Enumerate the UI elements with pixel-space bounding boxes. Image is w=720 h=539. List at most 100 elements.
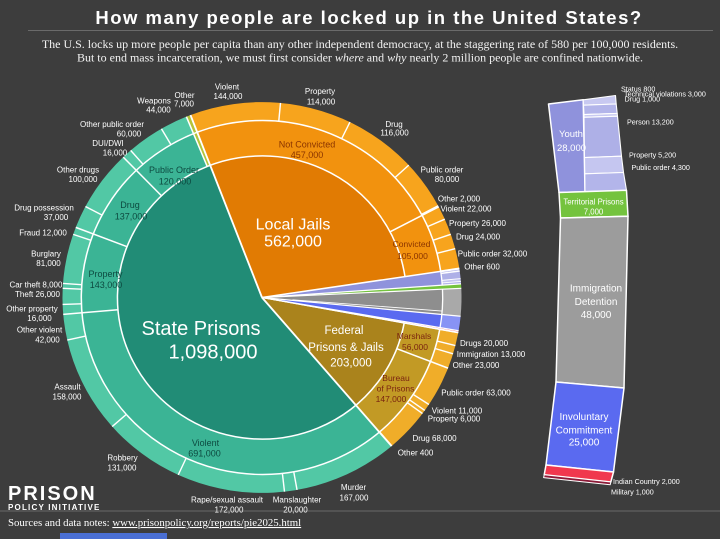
svg-text:105,000: 105,000	[397, 251, 428, 261]
svg-text:Other violent: Other violent	[17, 326, 63, 335]
svg-text:Military 1,000: Military 1,000	[611, 488, 654, 497]
svg-text:But to end mass incarceration,: But to end mass incarceration, we must f…	[77, 51, 643, 65]
svg-text:Other 400: Other 400	[398, 449, 434, 458]
svg-text:Drug: Drug	[385, 120, 402, 129]
svg-text:Public order 4,300: Public order 4,300	[632, 163, 690, 172]
svg-text:Drug 24,000: Drug 24,000	[456, 233, 501, 242]
svg-text:7,000: 7,000	[584, 208, 604, 217]
svg-text:Violent: Violent	[192, 438, 220, 448]
svg-text:Drug 1,000: Drug 1,000	[625, 95, 661, 104]
svg-text:Assault: Assault	[54, 383, 81, 392]
svg-text:Violent 22,000: Violent 22,000	[440, 205, 492, 214]
svg-text:56,000: 56,000	[402, 342, 428, 352]
svg-text:172,000: 172,000	[215, 506, 244, 515]
svg-text:Other drugs: Other drugs	[57, 166, 99, 175]
svg-text:DUI/DWI: DUI/DWI	[92, 139, 124, 148]
svg-text:Other 23,000: Other 23,000	[453, 361, 500, 370]
svg-text:Public order: Public order	[421, 166, 464, 175]
svg-text:Sources and data notes: www.pr: Sources and data notes: www.prisonpolicy…	[8, 517, 301, 529]
svg-text:1,098,000: 1,098,000	[169, 342, 258, 364]
svg-text:562,000: 562,000	[264, 234, 322, 251]
svg-text:147,000: 147,000	[376, 394, 407, 404]
svg-text:Burglary: Burglary	[31, 250, 61, 259]
svg-text:Violent 11,000: Violent 11,000	[432, 407, 483, 416]
svg-text:Drugs 20,000: Drugs 20,000	[460, 339, 509, 348]
svg-text:Drug 68,000: Drug 68,000	[412, 434, 457, 443]
svg-text:7,000: 7,000	[174, 100, 195, 109]
svg-text:116,000: 116,000	[380, 129, 409, 138]
svg-text:Federal: Federal	[325, 325, 364, 337]
svg-text:37,000: 37,000	[44, 213, 69, 222]
svg-text:The U.S. locks up more people: The U.S. locks up more people per capita…	[42, 37, 678, 51]
svg-text:Other property: Other property	[6, 305, 58, 314]
svg-text:Not Convicted: Not Convicted	[279, 140, 336, 150]
svg-text:Involuntary: Involuntary	[560, 412, 609, 423]
svg-text:State Prisons: State Prisons	[142, 318, 261, 340]
svg-text:167,000: 167,000	[340, 494, 369, 503]
svg-text:16,000: 16,000	[27, 314, 52, 323]
svg-text:Technical violations 3,000: Technical violations 3,000	[624, 90, 706, 99]
svg-text:of Prisons: of Prisons	[377, 384, 415, 394]
svg-text:100,000: 100,000	[69, 175, 98, 184]
svg-text:143,000: 143,000	[90, 280, 123, 290]
svg-text:Public order 32,000: Public order 32,000	[458, 250, 528, 259]
svg-text:Territorial Prisons: Territorial Prisons	[563, 198, 623, 207]
svg-text:Drug possession: Drug possession	[14, 204, 74, 213]
svg-text:Weapons: Weapons	[137, 97, 171, 106]
svg-text:Status 800: Status 800	[621, 85, 655, 94]
svg-text:Robbery: Robbery	[107, 454, 137, 463]
svg-text:Other 2,000: Other 2,000	[438, 195, 481, 204]
svg-text:Detention: Detention	[575, 297, 618, 308]
svg-text:Murder: Murder	[341, 483, 367, 492]
svg-text:Property 6,000: Property 6,000	[428, 415, 481, 424]
svg-text:Property: Property	[305, 87, 335, 96]
svg-text:Public Order: Public Order	[149, 165, 199, 175]
svg-text:Convicted: Convicted	[393, 239, 431, 249]
svg-text:Fraud 12,000: Fraud 12,000	[19, 229, 67, 238]
svg-text:Prisons & Jails: Prisons & Jails	[308, 342, 384, 354]
svg-text:How many people are locked up: How many people are locked up in the Uni…	[95, 7, 642, 28]
svg-text:Rape/sexual assault: Rape/sexual assault	[191, 496, 264, 505]
svg-text:457,000: 457,000	[291, 150, 324, 160]
svg-text:44,000: 44,000	[146, 106, 171, 115]
svg-text:25,000: 25,000	[569, 438, 600, 449]
svg-text:Marshals: Marshals	[397, 331, 431, 341]
svg-text:80,000: 80,000	[435, 175, 460, 184]
svg-text:Manslaughter: Manslaughter	[273, 496, 322, 505]
svg-text:Public order 63,000: Public order 63,000	[441, 389, 511, 398]
svg-text:Theft 26,000: Theft 26,000	[15, 290, 60, 299]
svg-text:Youth: Youth	[559, 129, 583, 140]
svg-text:131,000: 131,000	[108, 464, 137, 473]
svg-text:Bureau: Bureau	[382, 373, 410, 383]
svg-text:158,000: 158,000	[53, 393, 82, 402]
svg-text:20,000: 20,000	[283, 506, 308, 515]
svg-text:Violent: Violent	[215, 83, 240, 92]
svg-text:Person 13,200: Person 13,200	[627, 118, 674, 127]
svg-text:PRISON: PRISON	[8, 483, 97, 505]
svg-text:81,000: 81,000	[36, 259, 61, 268]
svg-text:16,000: 16,000	[103, 149, 128, 158]
svg-text:203,000: 203,000	[330, 358, 372, 370]
svg-text:Other public order: Other public order	[80, 120, 144, 129]
svg-text:Local Jails: Local Jails	[256, 217, 331, 234]
svg-text:Commitment: Commitment	[556, 426, 613, 437]
svg-text:48,000: 48,000	[581, 310, 612, 321]
svg-text:Other: Other	[174, 91, 194, 100]
svg-text:Drug: Drug	[120, 200, 140, 210]
svg-text:Property 26,000: Property 26,000	[449, 219, 506, 228]
svg-text:114,000: 114,000	[307, 98, 336, 107]
svg-text:120,000: 120,000	[159, 177, 192, 187]
svg-text:Car theft 8,000: Car theft 8,000	[10, 281, 63, 290]
svg-text:POLICY INITIATIVE: POLICY INITIATIVE	[8, 503, 101, 512]
svg-text:144,000: 144,000	[214, 92, 243, 101]
svg-text:60,000: 60,000	[117, 130, 142, 139]
svg-text:Property 5,200: Property 5,200	[629, 151, 676, 160]
svg-text:Immigration 13,000: Immigration 13,000	[457, 350, 526, 359]
svg-text:Other 600: Other 600	[464, 263, 500, 272]
svg-text:691,000: 691,000	[188, 449, 221, 459]
svg-text:28,000: 28,000	[557, 143, 586, 154]
svg-text:Indian Country 2,000: Indian Country 2,000	[613, 477, 680, 486]
svg-text:42,000: 42,000	[35, 336, 60, 345]
svg-text:Property: Property	[88, 269, 123, 279]
svg-text:Immigration: Immigration	[570, 284, 622, 295]
